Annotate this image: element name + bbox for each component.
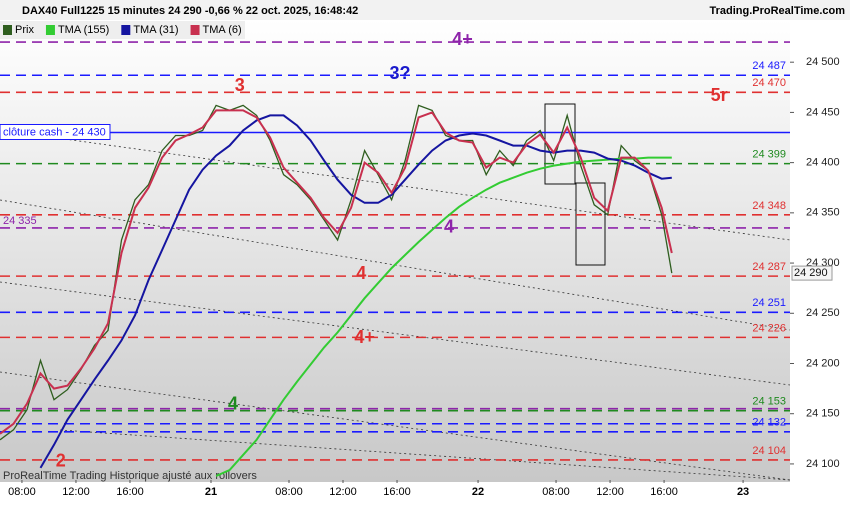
series-line: [39, 114, 672, 469]
series-line: [0, 109, 673, 435]
x-tick-label: 16:00: [650, 486, 678, 498]
x-tick-label: 08:00: [542, 486, 570, 498]
y-tick-label: 24 500: [806, 56, 840, 68]
x-tick-label: 08:00: [275, 486, 303, 498]
series-line: [215, 156, 672, 477]
footer: ProRealTime Trading Historique ajusté au…: [3, 470, 257, 482]
annotation: 3?: [390, 63, 411, 83]
level-label: 24 226: [752, 322, 786, 334]
y-axis-area: [790, 20, 850, 482]
level-label: 24 132: [752, 417, 786, 429]
last-price-label: 24 290: [794, 267, 828, 279]
x-tick-label: 12:00: [329, 486, 357, 498]
x-tick-label: 23: [737, 486, 749, 498]
level-label: clôture cash - 24 430: [3, 126, 106, 138]
header-title: DAX40 Full1225 15 minutes 24 290 -0,66 %…: [22, 5, 358, 17]
header-bar: [0, 0, 850, 20]
legend-label: TMA (6): [203, 24, 242, 36]
y-tick-label: 24 250: [806, 307, 840, 319]
y-tick-label: 24 450: [806, 106, 840, 118]
level-label: 24 487: [752, 60, 786, 72]
x-tick-label: 08:00: [8, 486, 36, 498]
annotation: 4: [228, 393, 238, 413]
x-tick-label: 22: [472, 486, 484, 498]
legend-label: Prix: [15, 24, 34, 36]
x-tick-label: 12:00: [62, 486, 90, 498]
annotation: 2: [56, 451, 66, 471]
y-tick-label: 24 350: [806, 207, 840, 219]
legend-label: TMA (155): [58, 24, 109, 36]
annotation: 4: [356, 263, 366, 283]
legend-swatch: [45, 25, 55, 35]
plot-area: [0, 20, 790, 482]
annotation: 4: [444, 217, 454, 237]
level-label: 24 335: [3, 215, 37, 227]
y-tick-label: 24 400: [806, 157, 840, 169]
legend-swatch: [3, 25, 12, 35]
level-label: 24 153: [752, 396, 786, 408]
level-label: 24 251: [752, 297, 786, 309]
y-tick-label: 24 200: [806, 357, 840, 369]
level-label-box: [0, 123, 111, 140]
y-tick-label: 24 150: [806, 408, 840, 420]
level-label: 24 348: [752, 200, 786, 212]
x-tick-label: 16:00: [116, 486, 144, 498]
x-tick-label: 16:00: [383, 486, 411, 498]
x-tick-label: 21: [205, 486, 217, 498]
last-price-box: [791, 265, 833, 281]
y-tick-label: 24 100: [806, 458, 840, 470]
level-label: 24 287: [752, 261, 786, 273]
legend-swatch: [190, 25, 200, 35]
annotation: 5r: [711, 85, 728, 105]
level-label: 24 399: [752, 149, 786, 161]
annotation: 3: [235, 75, 245, 95]
annotation: 4+: [354, 327, 375, 347]
legend-swatch: [121, 25, 131, 35]
legend: Prix TMA (155) TMA (31) TMA (6): [0, 21, 245, 39]
level-label: 24 104: [752, 445, 786, 457]
header-site: Trading.ProRealTime.com: [709, 5, 845, 17]
x-tick-label: 12:00: [596, 486, 624, 498]
level-label: 24 470: [752, 77, 786, 89]
legend-label: TMA (31): [133, 24, 178, 36]
annotation: 4+: [452, 29, 473, 49]
